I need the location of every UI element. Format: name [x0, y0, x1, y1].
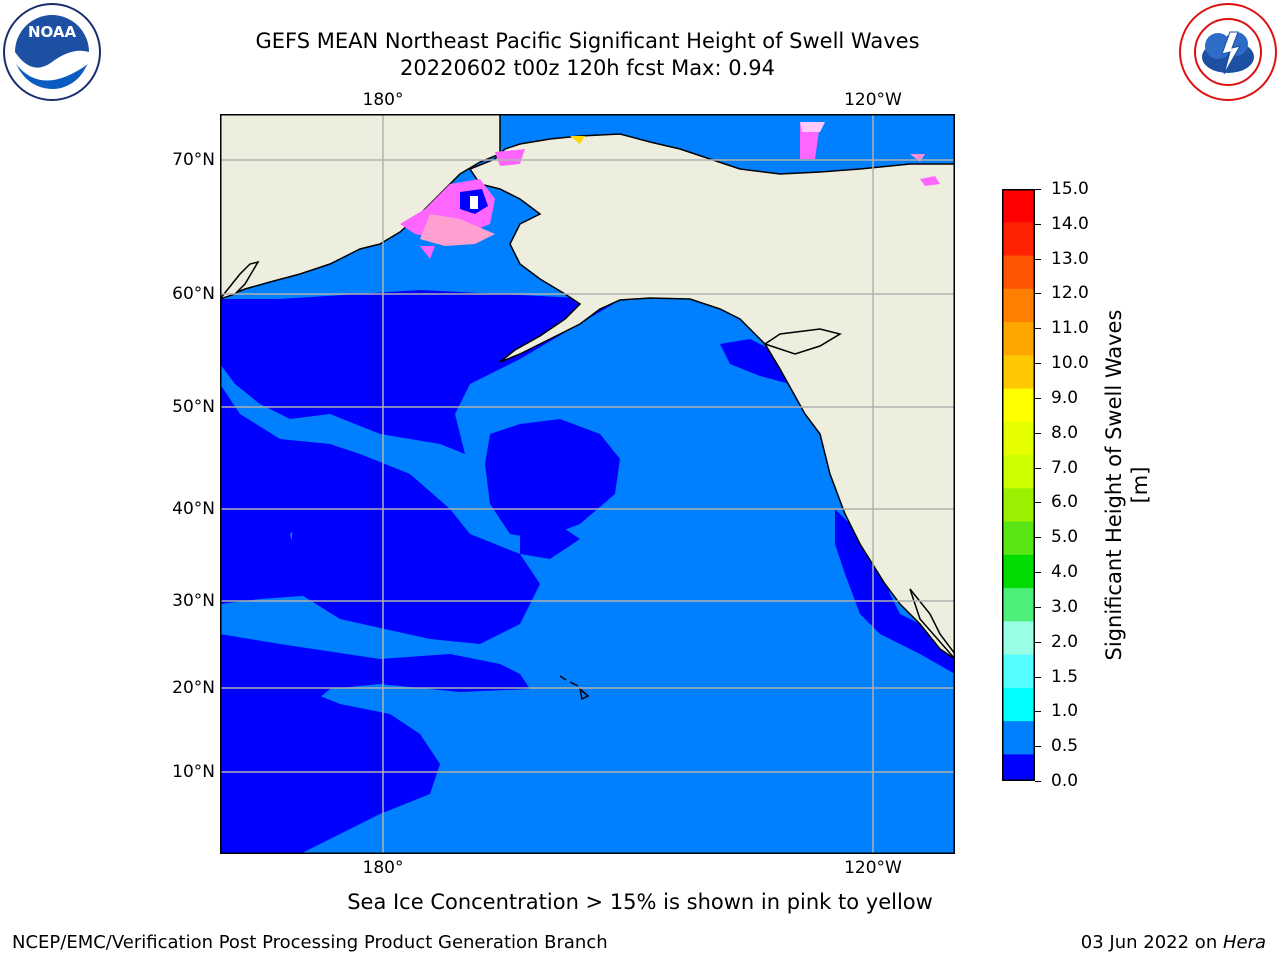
colorbar-tick-mark — [1035, 189, 1041, 190]
colorbar-swatch — [1002, 554, 1035, 589]
colorbar-swatch — [1002, 455, 1035, 489]
colorbar-swatch — [1002, 521, 1035, 556]
bottom-tick-180: 180° — [362, 858, 404, 878]
footer-host: Hera — [1222, 932, 1266, 953]
hawaii-islands — [559, 675, 590, 701]
colorbar-tick-label: 4.0 — [1051, 562, 1079, 583]
colorbar-tick-label: 10.0 — [1051, 353, 1089, 374]
colorbar-tick-mark — [1035, 467, 1041, 469]
colorbar-tick-mark — [1035, 676, 1041, 678]
sea-ice-note: Sea Ice Concentration > 15% is shown in … — [347, 890, 933, 914]
colorbar-swatch — [1002, 421, 1035, 456]
colorbar-swatch — [1002, 621, 1035, 656]
colorbar-tick-label: 14.0 — [1051, 213, 1089, 234]
top-tick-180: 180° — [362, 90, 404, 110]
bottom-tick-120w: 120°W — [844, 858, 902, 878]
colorbar-swatch — [1002, 754, 1035, 781]
colorbar-tick-label: 15.0 — [1051, 179, 1089, 199]
colorbar-tick-label: 7.0 — [1051, 457, 1079, 478]
lat-tick-50n: 50°N — [172, 397, 215, 417]
colorbar-tick-label: 12.0 — [1051, 283, 1089, 304]
colorbar-swatch — [1002, 388, 1035, 423]
footer-left: NCEP/EMC/Verification Post Processing Pr… — [12, 932, 608, 953]
chart-title: GEFS MEAN Northeast Pacific Significant … — [255, 29, 920, 53]
noaa-logo: NOAA — [2, 2, 102, 102]
top-tick-120w: 120°W — [844, 90, 902, 110]
svg-text:NOAA: NOAA — [28, 23, 77, 41]
map-frame — [220, 114, 955, 854]
lat-tick-60n: 60°N — [172, 284, 215, 304]
chart-subtitle: 20220602 t00z 120h fcst Max: 0.94 — [400, 56, 775, 80]
colorbar-tick-label: 6.0 — [1051, 492, 1079, 513]
colorbar-tick-mark — [1035, 537, 1041, 539]
footer-right: 03 Jun 2022 on Hera — [1081, 932, 1266, 954]
colorbar-swatch — [1002, 288, 1035, 323]
sea-ice — [400, 122, 940, 259]
colorbar-tick-label: 8.0 — [1051, 422, 1079, 443]
map-panel — [220, 114, 955, 854]
national-weather-service-logo — [1178, 2, 1278, 102]
colorbar-tick-mark — [1035, 572, 1041, 574]
colorbar-tick-label: 5.0 — [1051, 527, 1079, 548]
colorbar-swatch — [1002, 588, 1035, 622]
colorbar-tick-mark — [1035, 432, 1041, 434]
colorbar-tick-mark — [1035, 258, 1041, 260]
colorbar-tick-label: 9.0 — [1051, 387, 1079, 408]
colorbar-tick-label: 1.5 — [1051, 666, 1079, 687]
colorbar-swatch — [1002, 687, 1035, 722]
colorbar-swatch — [1002, 189, 1035, 223]
colorbar-tick-label: 0.5 — [1051, 736, 1079, 757]
colorbar-tick-label: 13.0 — [1051, 248, 1089, 269]
colorbar-tick-label: 0.0 — [1051, 771, 1079, 791]
colorbar-swatch — [1002, 654, 1035, 689]
colorbar-tick-mark — [1035, 711, 1041, 713]
colorbar-swatch — [1002, 322, 1035, 356]
colorbar-tick-mark — [1035, 641, 1041, 643]
colorbar-tick-label: 2.0 — [1051, 631, 1079, 652]
lat-tick-10n: 10°N — [172, 762, 215, 782]
colorbar-swatch — [1002, 488, 1035, 523]
colorbar-tick-mark — [1035, 223, 1041, 225]
colorbar-tick-mark — [1035, 781, 1041, 782]
colorbar-swatch — [1002, 355, 1035, 390]
lat-tick-40n: 40°N — [172, 499, 215, 519]
colorbar-tick-mark — [1035, 606, 1041, 608]
colorbar-tick-mark — [1035, 293, 1041, 295]
colorbar — [1002, 189, 1035, 781]
colorbar-swatch — [1002, 721, 1035, 755]
colorbar-tick-mark — [1035, 328, 1041, 330]
colorbar-tick-mark — [1035, 397, 1041, 399]
colorbar-tick-mark — [1035, 502, 1041, 504]
colorbar-tick-mark — [1035, 746, 1041, 748]
footer-date: 03 Jun 2022 on — [1080, 932, 1223, 953]
colorbar-tick-label: 11.0 — [1051, 318, 1089, 339]
colorbar-tick-label: 3.0 — [1051, 596, 1079, 617]
lat-tick-30n: 30°N — [172, 591, 215, 611]
colorbar-tick-mark — [1035, 363, 1041, 365]
colorbar-frame — [1002, 189, 1035, 781]
colorbar-ticks: 15.0 14.0 13.0 12.0 11.0 10.0 9.0 8.0 7.0 6.0 5.0 4… — [1035, 179, 1105, 791]
graticule — [220, 114, 955, 854]
colorbar-label-text: Significant Height of Swell Waves [m] — [1102, 309, 1152, 661]
colorbar-swatch — [1002, 255, 1035, 290]
colorbar-swatch — [1002, 222, 1035, 257]
lat-tick-70n: 70°N — [172, 150, 215, 170]
lat-tick-20n: 20°N — [172, 678, 215, 698]
colorbar-tick-label: 1.0 — [1051, 701, 1079, 722]
